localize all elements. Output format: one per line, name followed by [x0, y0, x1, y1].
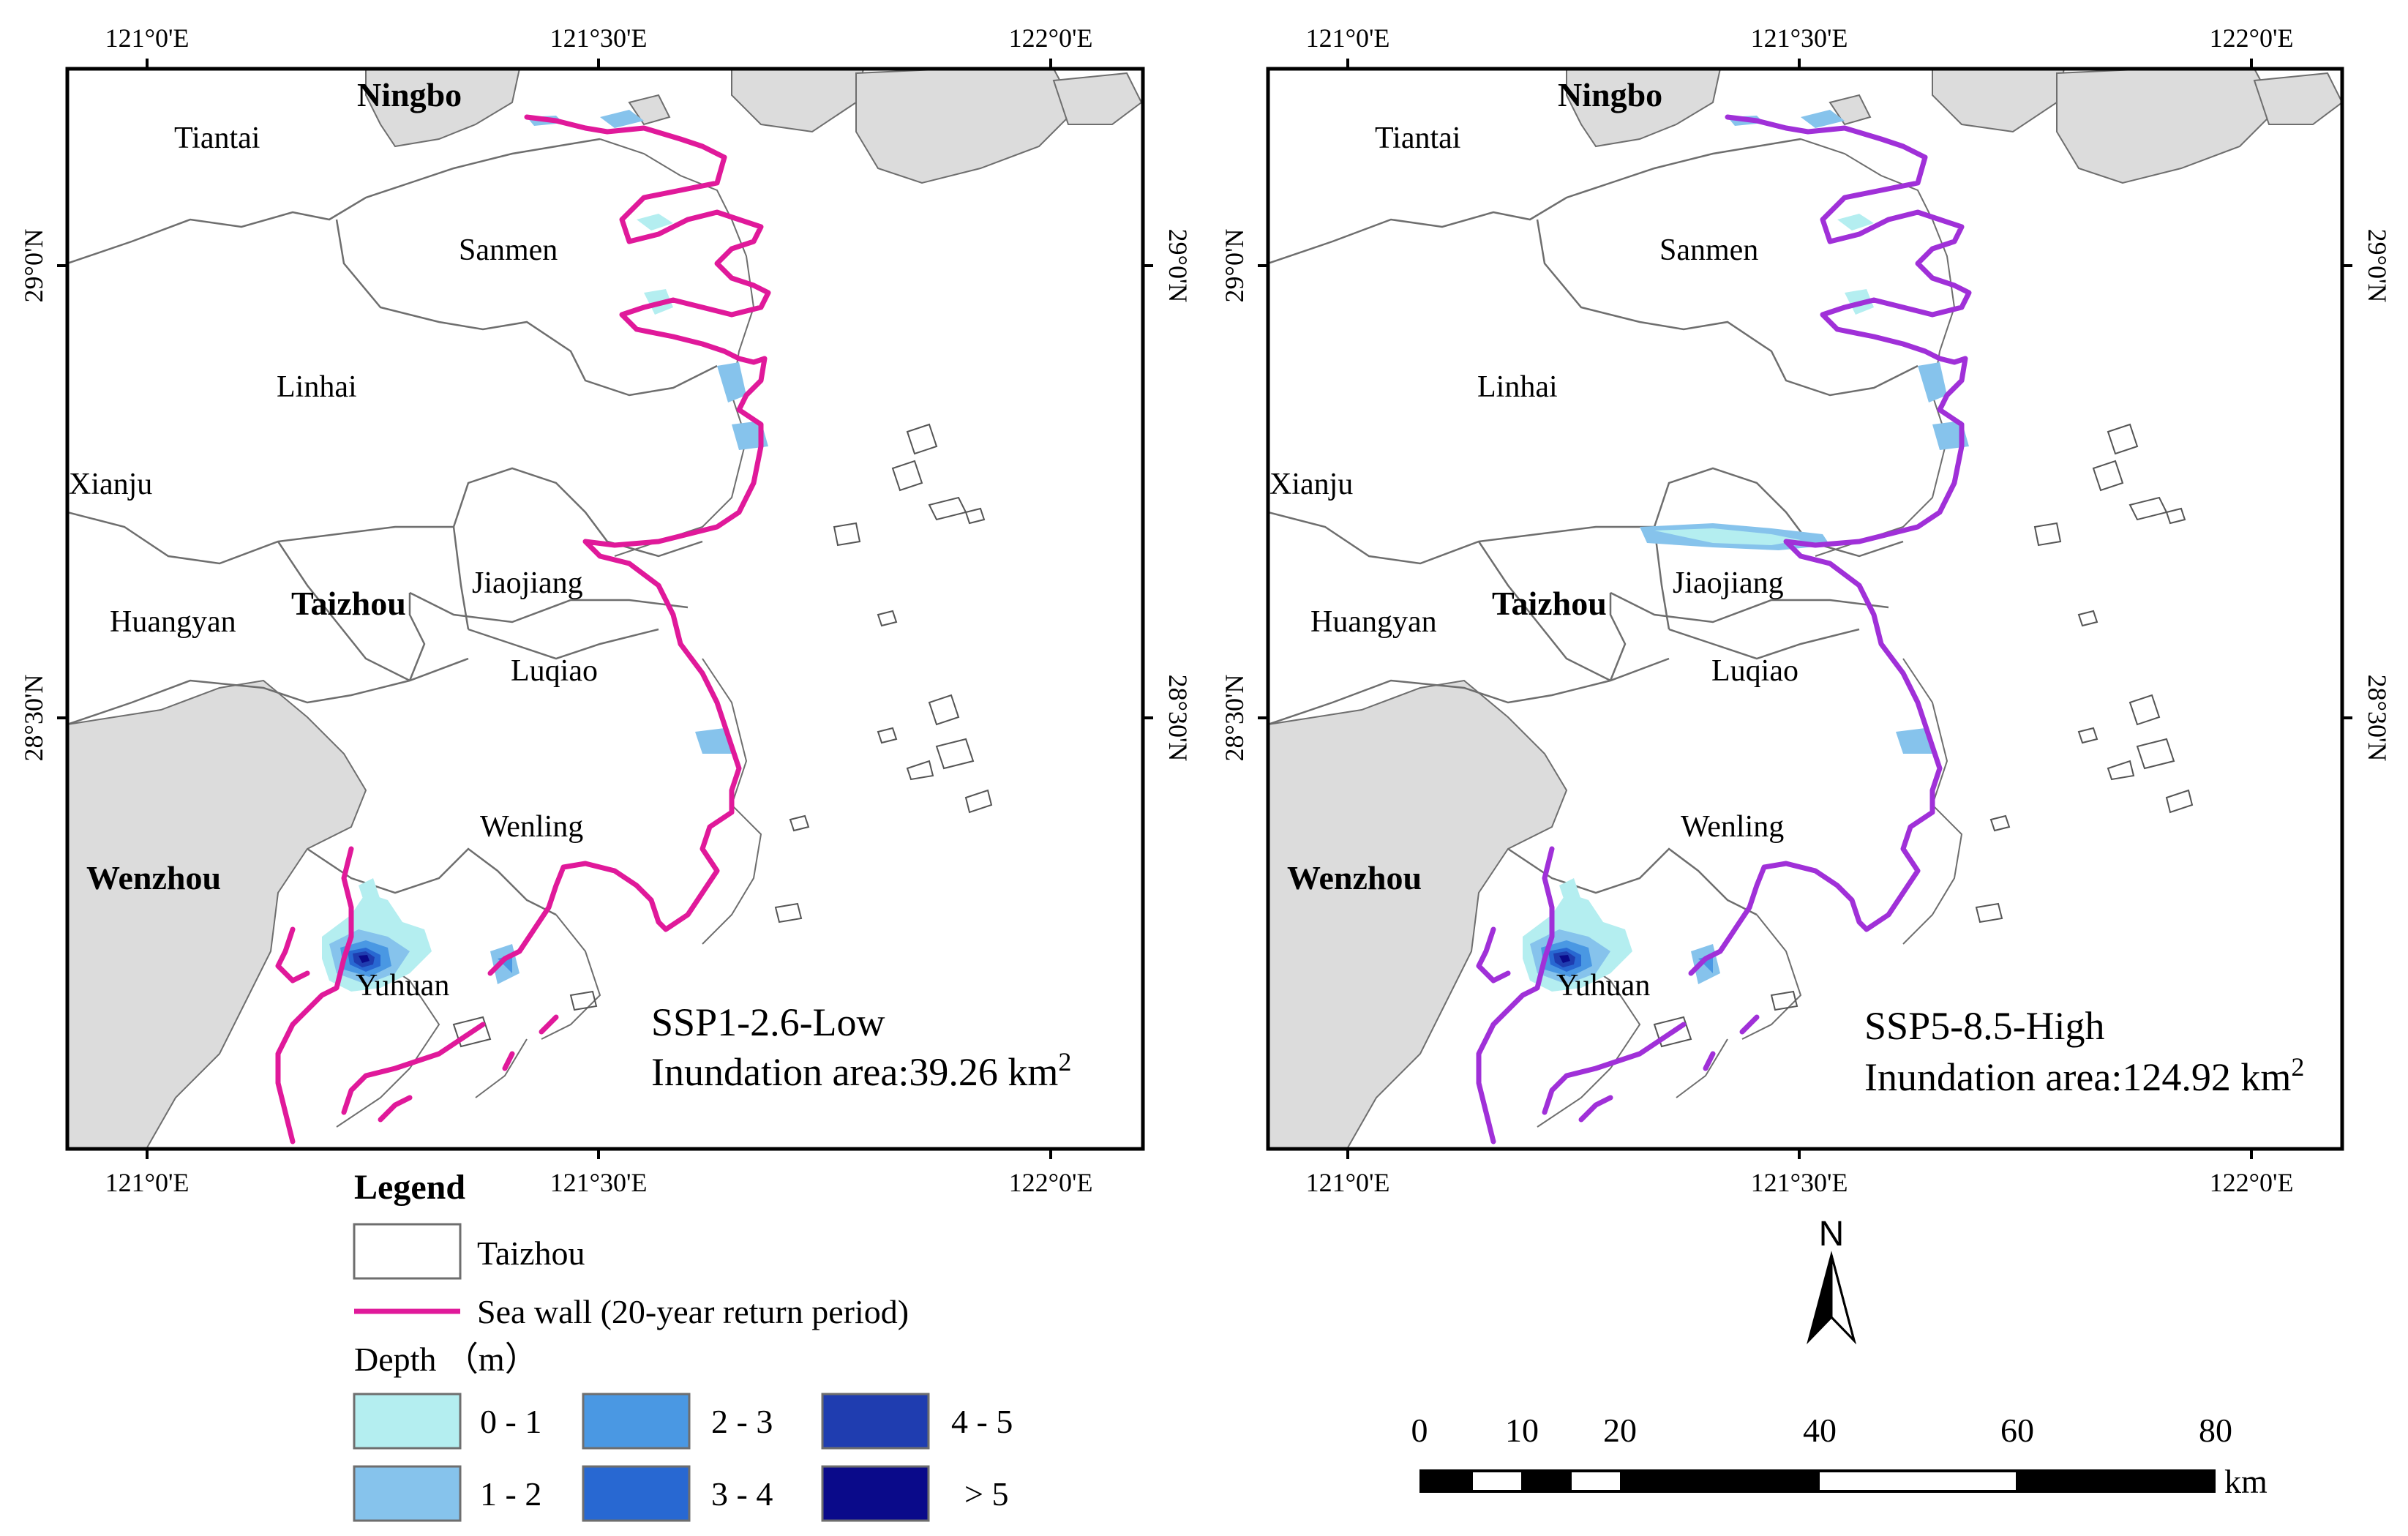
left-top-lon-121-30: 121°30'E — [550, 23, 648, 53]
left-label-taizhou: Taizhou — [291, 585, 406, 622]
right-lat-28-30: 28°30'N — [1220, 675, 1249, 762]
right-map-frame — [1266, 67, 2344, 1151]
left-label-ningbo: Ningbo — [357, 76, 462, 113]
legend-depth-title: Depth （m） — [354, 1341, 539, 1378]
legend-depth-swatch-4-5 — [821, 1393, 930, 1450]
legend-seawall-label: Sea wall (20-year return period) — [477, 1293, 909, 1330]
right-scenario-label: SSP5-8.5-High — [1864, 1004, 2105, 1048]
right-inundation-area: Inundation area:124.92 km2 — [1864, 1052, 2304, 1099]
right-label-tiantai: Tiantai — [1375, 121, 1460, 155]
right-label-luqiao: Luqiao — [1711, 654, 1799, 688]
left-label-linhai: Linhai — [277, 370, 357, 404]
scale-tick-60: 60 — [2000, 1412, 2034, 1449]
right-lat-29-0: 29°0'N — [1220, 229, 1249, 303]
right-right-lat-29-0: 29°0'N — [2363, 229, 2392, 303]
left-label-jiaojiang: Jiaojiang — [472, 566, 583, 600]
left-label-yuhuan: Yuhuan — [356, 969, 449, 1003]
left-right-lat-29-0: 29°0'N — [1163, 229, 1193, 303]
right-top-lon-121-30: 121°30'E — [1751, 23, 1848, 53]
left-top-lon-121-0: 121°0'E — [105, 23, 190, 53]
left-lat-28-30: 28°30'N — [19, 675, 48, 762]
left-right-lat-28-30: 28°30'N — [1163, 675, 1193, 762]
legend-depth-label-0-1: 0 - 1 — [480, 1403, 541, 1440]
right-bottom-lon-121-0: 121°0'E — [1306, 1168, 1390, 1197]
right-bottom-lon-121-30: 121°30'E — [1751, 1168, 1848, 1197]
scale-bar: 0 10 20 40 60 80 km — [1411, 1412, 2268, 1500]
scale-tick-40: 40 — [1803, 1412, 1837, 1449]
left-bottom-lon-121-0: 121°0'E — [105, 1168, 190, 1197]
scale-tick-80: 80 — [2199, 1412, 2232, 1449]
left-area-superscript: 2 — [1058, 1047, 1071, 1076]
right-label-wenling: Wenling — [1681, 810, 1784, 844]
right-label-wenzhou: Wenzhou — [1287, 859, 1422, 896]
right-top-lon-121-0: 121°0'E — [1306, 23, 1390, 53]
legend-depth-label-2-3: 2 - 3 — [711, 1403, 773, 1440]
left-top-lon-122-0: 122°0'E — [1009, 23, 1093, 53]
scale-tick-10: 10 — [1505, 1412, 1539, 1449]
right-area-superscript: 2 — [2291, 1052, 2304, 1082]
left-label-wenzhou: Wenzhou — [86, 859, 221, 896]
scale-bar-track — [1419, 1469, 2216, 1493]
legend-depth-swatch-0-1 — [353, 1393, 462, 1450]
legend-taizhou-label: Taizhou — [477, 1235, 585, 1272]
left-label-luqiao: Luqiao — [511, 654, 598, 688]
left-map-panel — [65, 67, 1145, 1151]
right-label-jiaojiang: Jiaojiang — [1673, 566, 1784, 600]
scale-tick-20: 20 — [1603, 1412, 1637, 1449]
north-arrow-label: N — [1819, 1215, 1845, 1254]
right-bottom-lon-122-0: 122°0'E — [2210, 1168, 2294, 1197]
left-label-xianju: Xianju — [69, 468, 152, 501]
legend: Legend Taizhou Sea wall (20-year return … — [353, 1168, 1013, 1522]
right-label-yuhuan: Yuhuan — [1556, 969, 1650, 1003]
right-map-panel — [1266, 67, 2344, 1151]
legend-depth-label-gt5: > 5 — [964, 1475, 1008, 1513]
left-lat-29-0: 29°0'N — [19, 229, 48, 303]
scale-tick-0: 0 — [1411, 1412, 1428, 1449]
north-arrow: N — [1807, 1215, 1856, 1345]
right-label-huangyan: Huangyan — [1310, 605, 1437, 639]
left-label-tiantai: Tiantai — [174, 121, 260, 155]
left-label-sanmen: Sanmen — [459, 233, 558, 267]
scale-unit: km — [2224, 1463, 2268, 1500]
legend-depth-swatch-3-4 — [582, 1465, 691, 1522]
legend-depth-label-3-4: 3 - 4 — [711, 1475, 773, 1513]
legend-depth-label-1-2: 1 - 2 — [480, 1475, 541, 1513]
left-map-frame — [65, 67, 1145, 1151]
right-label-xianju: Xianju — [1269, 468, 1353, 501]
right-right-lat-28-30: 28°30'N — [2363, 675, 2392, 762]
right-label-ningbo: Ningbo — [1558, 76, 1662, 113]
legend-taizhou-swatch — [353, 1223, 462, 1280]
left-label-wenling: Wenling — [480, 810, 583, 844]
left-area-text: Inundation area:39.26 km — [651, 1050, 1058, 1094]
legend-depth-label-4-5: 4 - 5 — [951, 1403, 1013, 1440]
right-label-sanmen: Sanmen — [1659, 233, 1758, 267]
right-label-linhai: Linhai — [1477, 370, 1558, 404]
legend-title: Legend — [354, 1168, 465, 1207]
left-inundation-area: Inundation area:39.26 km2 — [651, 1047, 1071, 1094]
left-label-huangyan: Huangyan — [110, 605, 236, 639]
right-area-text: Inundation area:124.92 km — [1864, 1055, 2291, 1099]
left-bottom-lon-122-0: 122°0'E — [1009, 1168, 1093, 1197]
left-bottom-lon-121-30: 121°30'E — [550, 1168, 648, 1197]
right-top-lon-122-0: 122°0'E — [2210, 23, 2294, 53]
legend-depth-swatch-1-2 — [353, 1465, 462, 1522]
legend-depth-swatch-2-3 — [582, 1393, 691, 1450]
right-label-taizhou: Taizhou — [1492, 585, 1607, 622]
left-scenario-label: SSP1-2.6-Low — [651, 1000, 885, 1044]
legend-depth-swatch-gt5 — [821, 1465, 930, 1522]
